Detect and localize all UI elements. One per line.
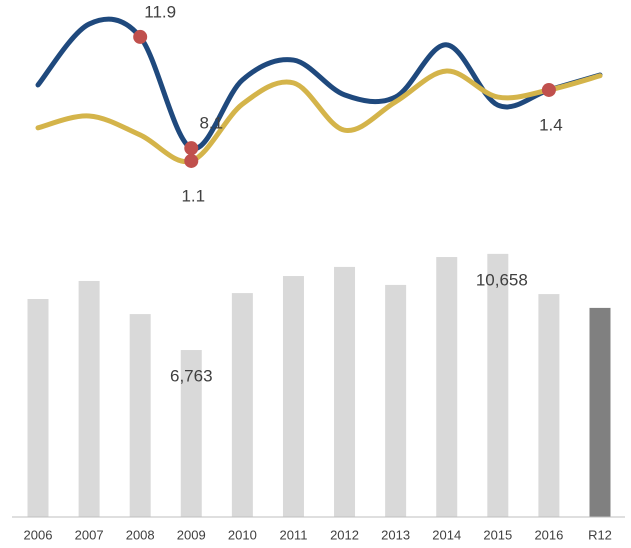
bar [487, 253, 509, 518]
x-tick-label: R12 [588, 527, 612, 542]
x-tick-label: 2015 [483, 527, 512, 542]
bar [589, 307, 611, 517]
marker [184, 153, 199, 168]
marker [541, 82, 556, 97]
bar [78, 280, 100, 517]
x-tick-label: 2013 [381, 527, 410, 542]
bar [282, 276, 304, 517]
data-label: 1.4 [539, 115, 563, 134]
bar [129, 314, 151, 517]
data-label: 6,763 [170, 367, 213, 386]
x-tick-label: 2008 [126, 527, 155, 542]
x-tick-label: 2007 [75, 527, 104, 542]
data-label: 8.1 [199, 114, 223, 133]
x-tick-label: 2006 [24, 527, 53, 542]
x-tick-label: 2014 [432, 527, 461, 542]
bar [436, 257, 458, 517]
data-label: 10,658 [476, 270, 528, 289]
x-tick-label: 2010 [228, 527, 257, 542]
bar [385, 284, 407, 517]
bar [27, 299, 49, 517]
x-tick-label: 2012 [330, 527, 359, 542]
marker [184, 141, 199, 156]
x-tick-label: 2009 [177, 527, 206, 542]
x-tick-label: 2016 [534, 527, 563, 542]
marker [133, 29, 148, 44]
line [35, 68, 603, 165]
bar [334, 266, 356, 517]
bar [538, 294, 560, 517]
data-label: 1.1 [181, 186, 205, 205]
x-tick-label: 2011 [279, 527, 307, 542]
data-label: 11.9 [144, 2, 176, 21]
bar [231, 293, 253, 517]
bar [180, 350, 202, 517]
